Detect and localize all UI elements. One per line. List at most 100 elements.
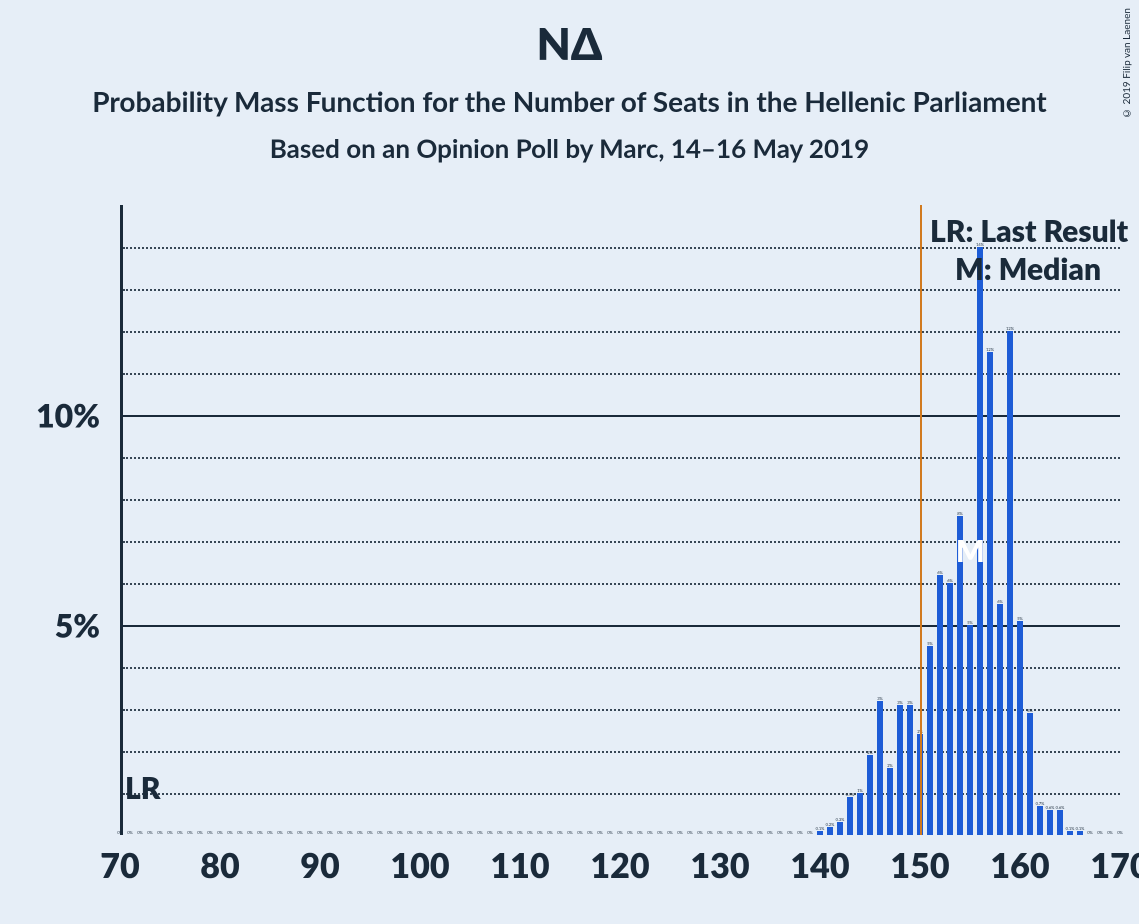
bar-value-label: 0% bbox=[687, 830, 693, 835]
bar-value-label: 0% bbox=[157, 830, 163, 835]
bar: 0.6% bbox=[1047, 810, 1053, 835]
bar-value-label: 0% bbox=[497, 830, 503, 835]
bar-value-label: 0% bbox=[367, 830, 373, 835]
gridline-minor bbox=[123, 499, 1120, 501]
bar-value-label: 6% bbox=[937, 570, 943, 575]
bar: 2% bbox=[887, 768, 893, 835]
bar-value-label: 0% bbox=[697, 830, 703, 835]
bar-value-label: 3% bbox=[907, 700, 913, 705]
bar-value-label: 0% bbox=[797, 830, 803, 835]
bar-value-label: 0% bbox=[1117, 830, 1123, 835]
bar: 0.9% bbox=[847, 797, 853, 835]
bar-value-label: 0% bbox=[607, 830, 613, 835]
bar-value-label: 0% bbox=[137, 830, 143, 835]
bar-value-label: 0% bbox=[757, 830, 763, 835]
bar: 2% bbox=[867, 755, 873, 835]
bar-value-label: 0% bbox=[657, 830, 663, 835]
bar-value-label: 0% bbox=[387, 830, 393, 835]
bar-value-label: 5% bbox=[1017, 616, 1023, 621]
gridline-minor bbox=[123, 373, 1120, 375]
y-axis-label: 10% bbox=[36, 396, 100, 435]
bar-value-label: 0% bbox=[807, 830, 813, 835]
x-axis-label: 80 bbox=[200, 845, 239, 886]
bar-value-label: 0% bbox=[567, 830, 573, 835]
bar-value-label: 0% bbox=[617, 830, 623, 835]
bar-value-label: 0% bbox=[787, 830, 793, 835]
bar-value-label: 0.9% bbox=[846, 792, 855, 797]
bar-value-label: 0.2% bbox=[826, 822, 835, 827]
bar-value-label: 0% bbox=[197, 830, 203, 835]
bar-value-label: 0% bbox=[357, 830, 363, 835]
bar: 12% bbox=[1007, 331, 1013, 835]
bar-value-label: 0% bbox=[297, 830, 303, 835]
bar-value-label: 0% bbox=[587, 830, 593, 835]
bar-value-label: 6% bbox=[947, 578, 953, 583]
bar-value-label: 0% bbox=[447, 830, 453, 835]
bar-value-label: 8% bbox=[957, 511, 963, 516]
bar-value-label: 0% bbox=[1087, 830, 1093, 835]
bar-value-label: 1% bbox=[857, 788, 863, 793]
bar: 3% bbox=[897, 705, 903, 835]
y-axis bbox=[120, 205, 123, 835]
gridline-minor bbox=[123, 289, 1120, 291]
chart-title: ΝΔ bbox=[0, 18, 1139, 70]
bar-value-label: 0% bbox=[417, 830, 423, 835]
last-result-marker-label: LR bbox=[125, 770, 160, 806]
bar: 0.6% bbox=[1057, 810, 1063, 835]
bar-value-label: 6% bbox=[997, 599, 1003, 604]
chart-plot-area: 5%10%7080901001101201301401501601700%0%0… bbox=[120, 205, 1120, 835]
bar-value-label: 0% bbox=[747, 830, 753, 835]
x-axis-label: 90 bbox=[300, 845, 339, 886]
bar-value-label: 0% bbox=[337, 830, 343, 835]
bar-value-label: 0.7% bbox=[1036, 801, 1045, 806]
bar: 3% bbox=[907, 705, 913, 835]
median-marker-label: M bbox=[956, 533, 985, 569]
bar-value-label: 0% bbox=[177, 830, 183, 835]
bar: 0.1% bbox=[1077, 831, 1083, 835]
bar-value-label: 0% bbox=[517, 830, 523, 835]
bar-value-label: 2% bbox=[867, 750, 873, 755]
x-axis-label: 150 bbox=[890, 845, 949, 886]
bar-value-label: 2% bbox=[887, 763, 893, 768]
x-axis-label: 110 bbox=[490, 845, 549, 886]
bar-value-label: 0% bbox=[437, 830, 443, 835]
bar-value-label: 0% bbox=[247, 830, 253, 835]
bar-value-label: 0% bbox=[637, 830, 643, 835]
bar-value-label: 0% bbox=[547, 830, 553, 835]
bar: 5% bbox=[967, 625, 973, 835]
bar-value-label: 12% bbox=[1006, 326, 1014, 331]
x-axis-label: 70 bbox=[100, 845, 139, 886]
bar-value-label: 0% bbox=[217, 830, 223, 835]
bar-value-label: 0% bbox=[647, 830, 653, 835]
bar-value-label: 0% bbox=[557, 830, 563, 835]
bar-value-label: 0% bbox=[627, 830, 633, 835]
y-axis-label: 5% bbox=[55, 606, 100, 645]
bar-value-label: 0% bbox=[487, 830, 493, 835]
bar-value-label: 3% bbox=[897, 700, 903, 705]
bar-value-label: 0% bbox=[777, 830, 783, 835]
bar-value-label: 0% bbox=[577, 830, 583, 835]
bar-value-label: 0% bbox=[727, 830, 733, 835]
bar-value-label: 0% bbox=[537, 830, 543, 835]
x-axis-label: 160 bbox=[990, 845, 1049, 886]
bar-value-label: 0% bbox=[737, 830, 743, 835]
x-axis-label: 100 bbox=[390, 845, 449, 886]
bar-value-label: 0% bbox=[117, 830, 123, 835]
gridline-minor bbox=[123, 583, 1120, 585]
bar-value-label: 0% bbox=[507, 830, 513, 835]
title-block: ΝΔ Probability Mass Function for the Num… bbox=[0, 0, 1139, 164]
bar-value-label: 0% bbox=[147, 830, 153, 835]
bar-value-label: 0% bbox=[237, 830, 243, 835]
bar-value-label: 0% bbox=[467, 830, 473, 835]
bar-value-label: 0% bbox=[347, 830, 353, 835]
bar: 6% bbox=[997, 604, 1003, 835]
bar-value-label: 0% bbox=[397, 830, 403, 835]
bar-value-label: 3% bbox=[1027, 708, 1033, 713]
bar: 3% bbox=[877, 701, 883, 835]
x-axis-label: 140 bbox=[790, 845, 849, 886]
legend-last-result: LR: Last Result bbox=[930, 213, 1128, 249]
bar-value-label: 0% bbox=[207, 830, 213, 835]
bar: 1% bbox=[857, 793, 863, 835]
bar-value-label: 0% bbox=[167, 830, 173, 835]
bar-value-label: 0% bbox=[527, 830, 533, 835]
